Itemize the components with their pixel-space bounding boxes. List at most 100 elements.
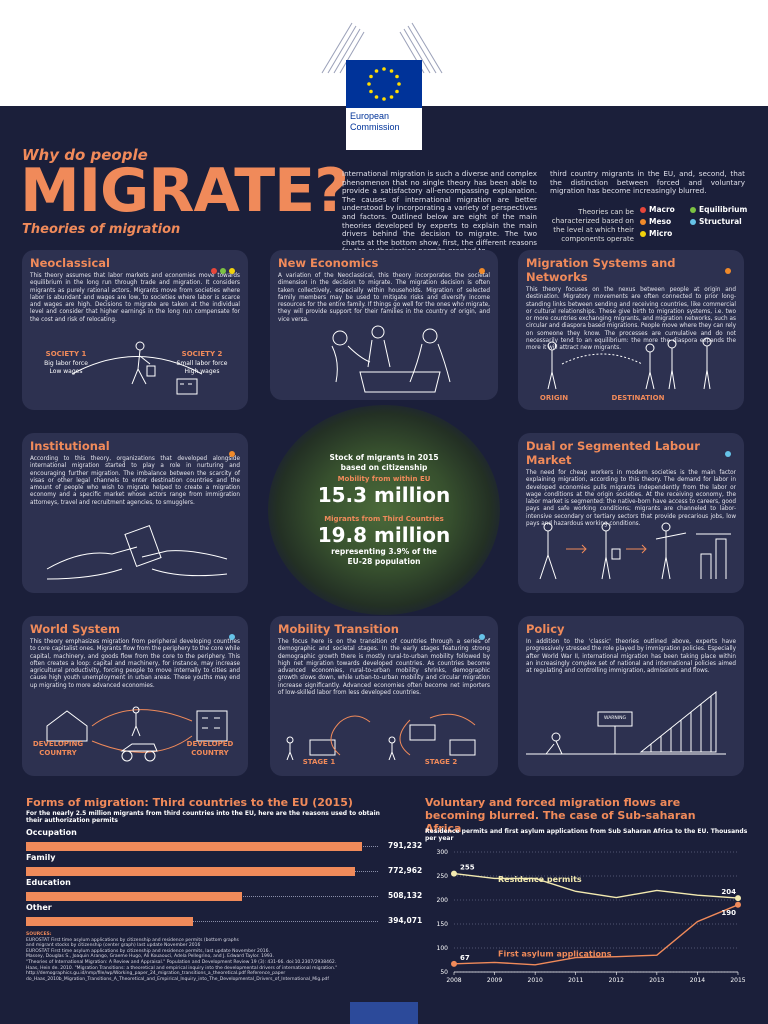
bar (26, 892, 242, 901)
data-point (451, 870, 457, 877)
bar-row: Other 394,071 (26, 903, 422, 926)
third-country-value: 19.8 million (317, 523, 451, 547)
series-line (453, 872, 739, 899)
x-tick-label: 2012 (609, 977, 624, 984)
panel-title: New Economics (278, 256, 379, 270)
level-dots (725, 260, 734, 279)
x-tick-label: 2010 (528, 977, 543, 984)
bar-label: Education (26, 878, 71, 887)
data-point (735, 895, 741, 902)
source-line: Haas, Hein de. 2010. "Migration Transiti… (26, 965, 338, 971)
eu-mobility-value: 15.3 million (317, 483, 451, 507)
footer-bar (350, 1002, 418, 1024)
source-line: EUROSTAT First time asylum applications … (26, 948, 270, 954)
y-tick-label: 50 (440, 969, 448, 976)
third-country-label: Migrants from Third Countries (324, 515, 444, 523)
stock-line-2: based on citizenship (340, 463, 428, 472)
core-periphery-icon (46, 706, 228, 762)
panel-dual-labour-market: Dual or Segmented Labour Market The need… (518, 433, 744, 593)
source-line: Massey, Douglas S., Joaquin Arango, Grae… (26, 954, 274, 960)
legend-macro: Macro (640, 205, 690, 214)
x-tick-label: 2011 (568, 977, 583, 984)
migrant-walking-icon (71, 341, 203, 395)
intro-text-col1: International migration is such a divers… (342, 169, 537, 255)
society-2-line-a: Small labor force (176, 360, 228, 367)
x-tick-label: 2014 (690, 977, 705, 984)
level-dots (229, 626, 238, 645)
panel-title: Policy (526, 622, 565, 636)
level-dots (479, 626, 488, 645)
society-2-line-b: High wages (184, 368, 220, 375)
stage-1-label: STAGE 1 (302, 758, 336, 766)
society-1-line-a: Big labor force (44, 360, 88, 367)
bar-value: 791,232 (388, 841, 423, 850)
bar-chart-title: Forms of migration: Third countries to t… (26, 796, 353, 809)
panel-text: According to this theory, organizations … (30, 456, 240, 506)
series-name: Residence permits (498, 875, 582, 884)
stock-line-1: Stock of migrants in 2015 (329, 453, 439, 462)
data-label: 190 (721, 909, 736, 917)
level-dots (479, 260, 488, 279)
panel-institutional: Institutional According to this theory, … (22, 433, 248, 593)
bar-row: Education 508,132 (26, 878, 422, 901)
y-tick-label: 200 (437, 897, 449, 904)
source-line: and migrant stocks by citizenship (cente… (26, 943, 201, 949)
panel-title: Mobility Transition (278, 622, 399, 636)
bar (26, 917, 194, 926)
panel-mobility-transition: Mobility Transition The focus here is on… (270, 616, 498, 776)
logo-line-2: Commission (350, 122, 400, 132)
line-chart-subtitle: Residence permits and first asylum appli… (425, 828, 748, 842)
legend-description: Theories can be characterized based on t… (551, 208, 634, 243)
stages-cycle-icon (286, 713, 476, 760)
panel-new-economics: New Economics A variation of the Neoclas… (270, 250, 498, 400)
warning-sign-label: WARNING (604, 716, 626, 721)
y-tick-label: 150 (437, 921, 449, 928)
destination-label: DESTINATION (611, 394, 665, 402)
source-line: "Theories of International Migration: A … (26, 959, 337, 965)
panel-title: Neoclassical (30, 256, 110, 270)
workers-icon (539, 522, 731, 580)
developing-label-2: COUNTRY (39, 749, 77, 757)
line-chart: 50 100 150 200 250 300 2008 2009 2010 2011 2012 201… (437, 849, 746, 984)
x-tick-label: 2015 (730, 977, 745, 984)
legend-structural: Structural (690, 217, 760, 226)
data-point (451, 960, 457, 967)
people-network-icon (547, 337, 712, 390)
family-table-icon (331, 325, 451, 393)
x-tick-label: 2009 (487, 977, 502, 984)
sources: SOURCES: EUROSTAT First time asylum appl… (26, 932, 386, 982)
x-tick-label: 2008 (446, 977, 461, 984)
equilibrium-dot-icon (690, 207, 696, 213)
panel-migration-systems: Migration Systems and Networks This theo… (518, 250, 744, 410)
source-line: do_Haas_2010b_Migration_Transitions_A_Th… (26, 976, 329, 982)
panel-title: World System (30, 622, 120, 636)
bar (26, 842, 363, 851)
x-tick-label: 2013 (649, 977, 664, 984)
panel-neoclassical: Neoclassical This theory assumes that la… (22, 250, 248, 410)
bar-baseline (26, 921, 378, 922)
data-label: 67 (460, 954, 470, 962)
hands-passport-icon (46, 524, 228, 580)
developed-label-2: COUNTRY (191, 749, 229, 757)
title-why: Why do people (22, 146, 148, 164)
micro-dot-icon (640, 231, 646, 237)
panel-world-system: World System This theory emphasizes migr… (22, 616, 248, 776)
macro-dot-icon (640, 207, 646, 213)
society-1-line-b: Low wages (49, 368, 83, 375)
eu-flag-icon (346, 60, 422, 108)
y-tick-label: 300 (437, 849, 449, 856)
developing-label-1: DEVELOPING (32, 740, 84, 748)
logo-line-1: European (350, 111, 390, 121)
origin-label: ORIGIN (539, 394, 569, 402)
center-stats: Stock of migrants in 2015 based on citiz… (268, 405, 500, 615)
source-line: http://demographics.gu.id/nmp/file/wp/Wo… (26, 971, 286, 977)
panel-text: This theory emphasizes migration from pe… (30, 639, 240, 689)
title-sub: Theories of migration (22, 222, 181, 237)
population-note-1: representing 3.9% of the (331, 547, 437, 556)
bar-row: Occupation 791,232 (26, 828, 422, 851)
intro-text-col2: third country migrants in the EU, and, s… (550, 169, 745, 196)
structural-dot-icon (690, 219, 696, 225)
panel-title: Institutional (30, 439, 110, 453)
europe-map (268, 405, 500, 615)
data-label: 204 (721, 888, 736, 896)
